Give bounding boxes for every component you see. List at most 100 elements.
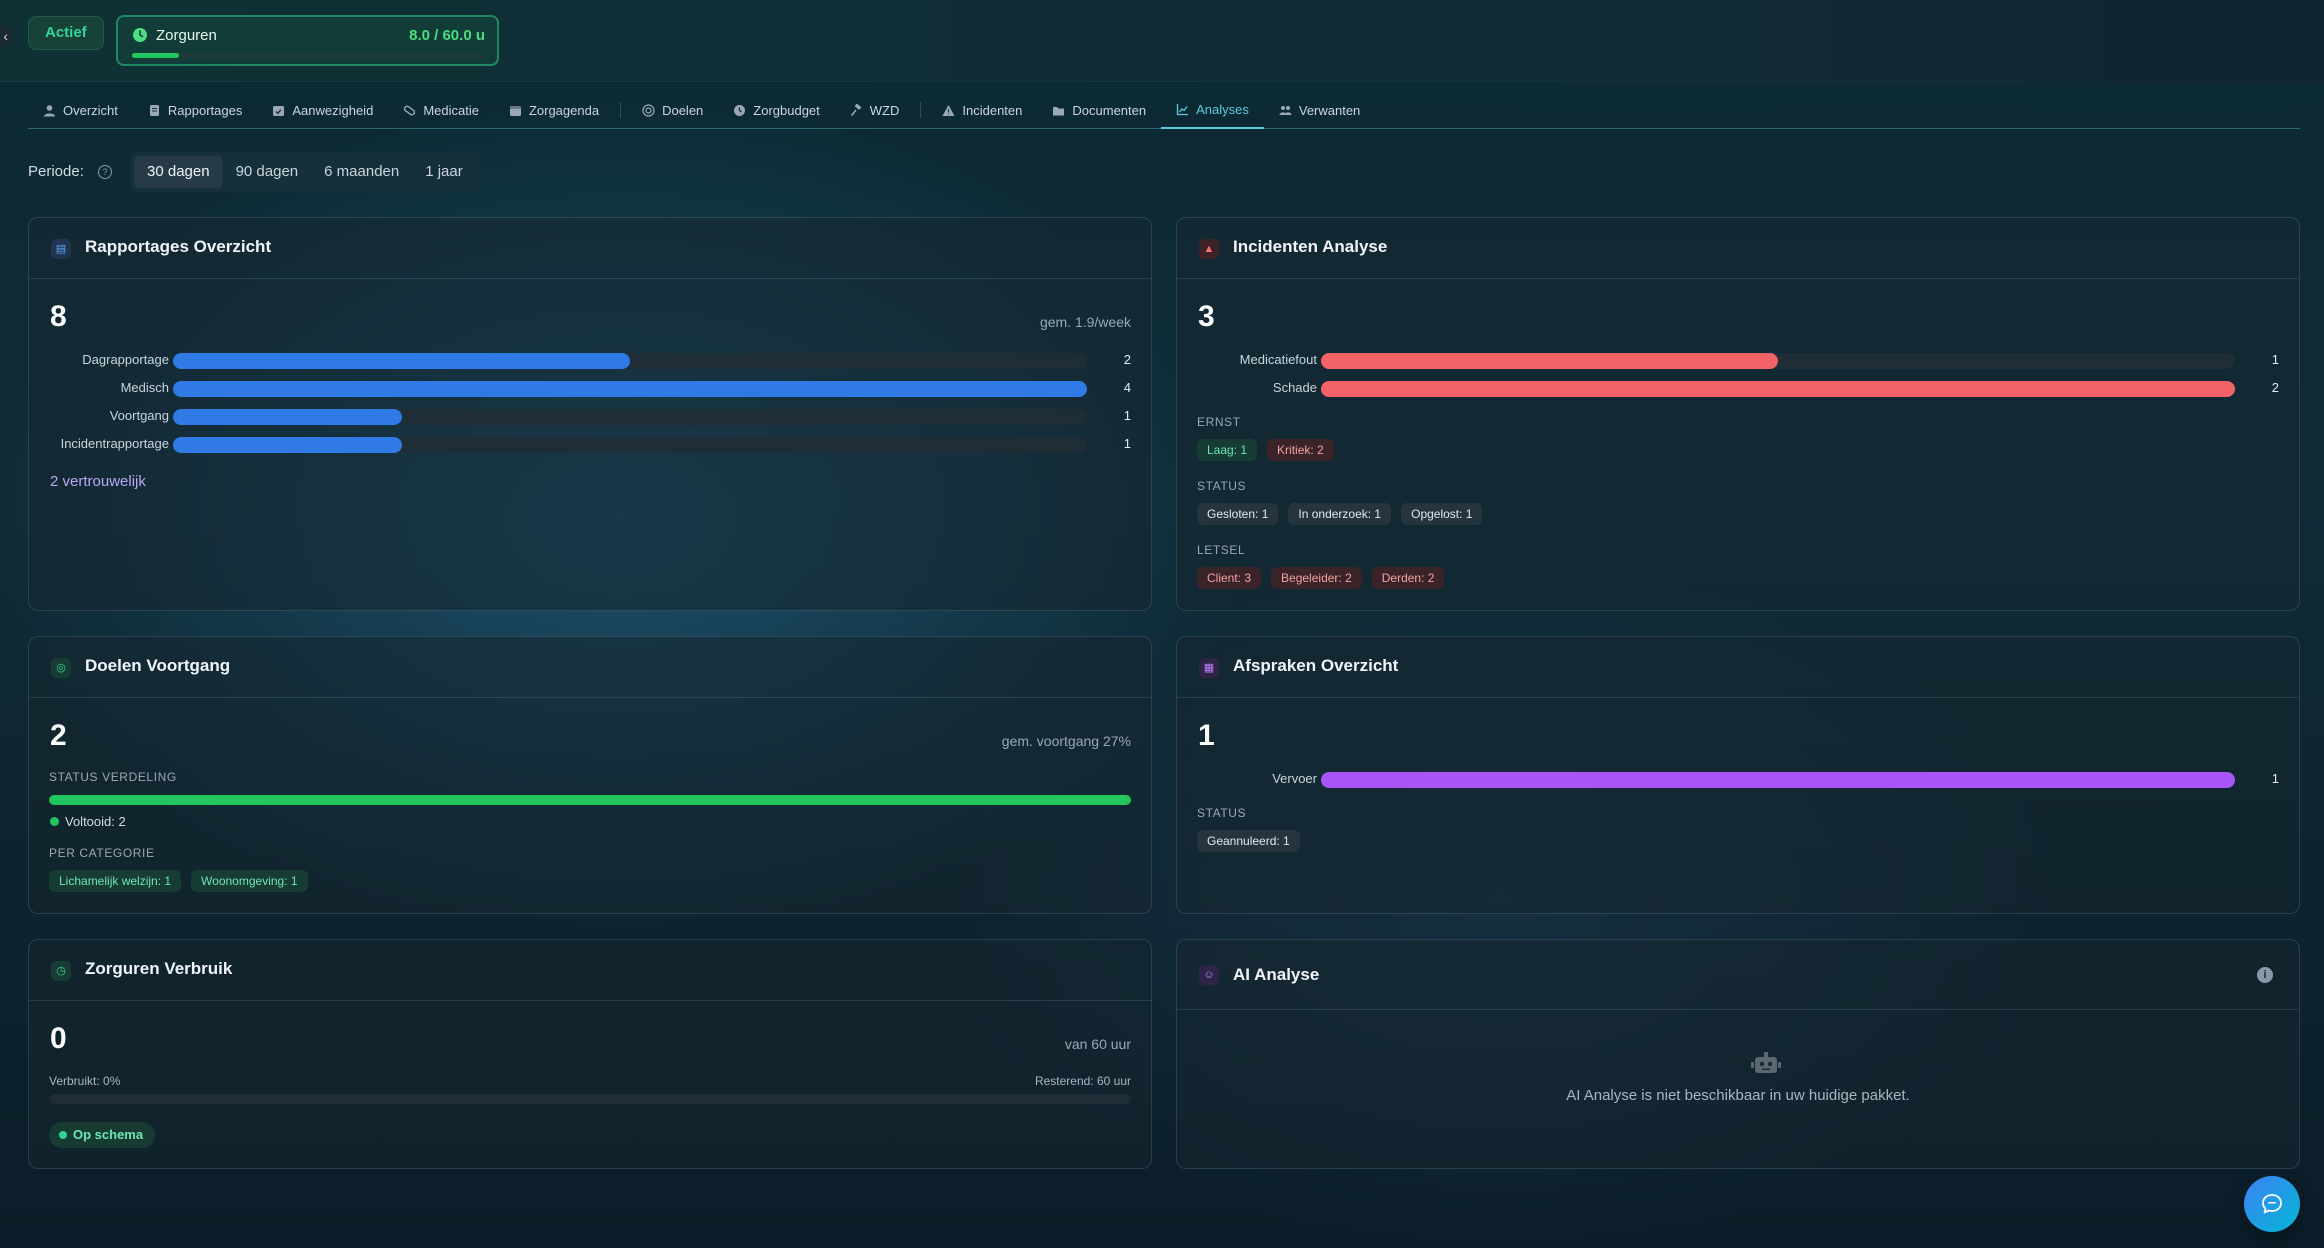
calendar-check-icon — [273, 105, 285, 116]
zorguren-total: 0 — [50, 1022, 67, 1055]
tab-label: Aanwezigheid — [292, 102, 374, 118]
chat-button[interactable] — [2244, 1176, 2300, 1232]
chevron-left-icon[interactable]: ‹ — [0, 24, 14, 48]
tab-medicatie[interactable]: Medicatie — [388, 92, 494, 129]
clock-icon — [133, 28, 147, 42]
tab-overzicht[interactable]: Overzicht — [28, 92, 133, 129]
zorguren-card: ◷ Zorguren Verbruik 0 van 60 uur Verbrui… — [28, 939, 1152, 1169]
bar-label: Vervoer — [1272, 771, 1317, 786]
tab-incidenten[interactable]: Incidenten — [927, 92, 1037, 129]
robot-icon: ☺ — [1199, 965, 1219, 985]
bar-value: 2 — [2271, 380, 2279, 395]
tab-label: Rapportages — [167, 102, 243, 118]
bar-row: Medisch 4 — [29, 379, 1151, 399]
info-icon[interactable]: i — [2257, 967, 2273, 983]
zorguren-remaining-label: Resterend: 60 uur — [1034, 1074, 1131, 1088]
letsel-chips: Client: 3 Begeleider: 2 Derden: 2 — [1197, 567, 1445, 589]
card-title: Doelen Voortgang — [85, 656, 231, 675]
clock-icon — [734, 104, 746, 116]
bar-track — [173, 437, 1087, 453]
status-chip: Gesloten: 1 — [1197, 503, 1279, 525]
zorguren-progress — [132, 53, 485, 58]
warning-icon — [942, 104, 955, 116]
period-label: Periode: — [28, 163, 84, 180]
status-chips: Gesloten: 1 In onderzoek: 1 Opgelost: 1 — [1197, 503, 1483, 525]
bar-track — [173, 381, 1087, 397]
bar-value: 2 — [1123, 352, 1131, 367]
badge-label: Op schema — [73, 1127, 144, 1142]
period-option-30-dagen[interactable]: 30 dagen — [134, 156, 223, 188]
period-option-6-maanden[interactable]: 6 maanden — [324, 163, 400, 180]
bar-fill — [1321, 772, 2235, 788]
letsel-chip: Derden: 2 — [1371, 567, 1445, 589]
status-chip: In onderzoek: 1 — [1288, 503, 1392, 525]
card-title: AI Analyse — [1233, 965, 1320, 984]
card-header: ◷ Zorguren Verbruik — [29, 940, 1151, 1001]
tab-label: Documenten — [1072, 102, 1147, 118]
rapportages-card: ▤ Rapportages Overzicht 8 gem. 1.9/week … — [28, 217, 1152, 611]
schedule-badge: Op schema — [49, 1122, 156, 1148]
ai-analyse-card: ☺ AI Analyse i AI Analyse is niet beschi… — [1176, 939, 2300, 1169]
period-option-1-jaar[interactable]: 1 jaar — [425, 163, 463, 180]
incidenten-total: 3 — [1198, 300, 1215, 333]
bar-label: Dagrapportage — [82, 352, 169, 367]
clock-icon: ◷ — [51, 961, 71, 981]
bar-track — [173, 409, 1087, 425]
tab-zorgagenda[interactable]: Zorgagenda — [494, 92, 614, 129]
bar-label: Medicatiefout — [1239, 352, 1317, 367]
bar-label: Schade — [1272, 380, 1317, 395]
card-header: ◎ Doelen Voortgang — [29, 637, 1151, 698]
bar-track — [1321, 381, 2235, 397]
status-label: STATUS — [1197, 479, 1247, 493]
bar-label: Medisch — [120, 380, 169, 395]
bar-fill — [173, 437, 402, 453]
tab-bar: Overzicht Rapportages Aanwezigheid Medic… — [28, 92, 2300, 129]
status-chip: Geannuleerd: 1 — [1197, 830, 1300, 852]
card-title: Zorguren Verbruik — [85, 959, 233, 978]
tab-zorgbudget[interactable]: Zorgbudget — [718, 92, 835, 129]
category-chip: Lichamelijk welzijn: 1 — [49, 870, 182, 892]
doelen-total: 2 — [50, 719, 67, 752]
category-chips: Lichamelijk welzijn: 1 Woonomgeving: 1 — [49, 870, 308, 892]
document-icon: ▤ — [51, 239, 71, 259]
tab-wzd[interactable]: WZD — [835, 92, 915, 129]
status-chips: Geannuleerd: 1 — [1197, 830, 1300, 852]
bar-value: 1 — [1123, 436, 1131, 451]
period-selector: 30 dagen 90 dagen 6 maanden 1 jaar — [130, 152, 480, 192]
folder-icon — [1053, 106, 1065, 115]
ernst-label: ERNST — [1197, 415, 1241, 429]
bar-fill — [1321, 353, 1778, 369]
tab-analyses[interactable]: Analyses — [1161, 92, 1264, 129]
tab-documenten[interactable]: Documenten — [1037, 92, 1161, 129]
letsel-chip: Client: 3 — [1197, 567, 1262, 589]
tab-aanwezigheid[interactable]: Aanwezigheid — [257, 92, 388, 129]
tab-label: Overzicht — [63, 102, 118, 118]
bar-label: Voortgang — [109, 408, 169, 423]
card-header: ☺ AI Analyse i — [1177, 940, 2299, 1010]
afspraken-total: 1 — [1198, 719, 1215, 752]
zorguren-usage-bar — [49, 1094, 1131, 1104]
chart-icon — [1176, 103, 1189, 115]
bar-value: 1 — [2271, 352, 2279, 367]
doelen-average: gem. voortgang 27% — [1001, 733, 1131, 749]
per-categorie-label: PER CATEGORIE — [49, 846, 155, 860]
tab-rapportages[interactable]: Rapportages — [133, 92, 257, 129]
bar-track — [1321, 353, 2235, 369]
gavel-icon — [850, 103, 861, 116]
tab-label: WZD — [869, 102, 900, 118]
help-icon[interactable]: ? — [98, 165, 112, 179]
tab-doelen[interactable]: Doelen — [627, 92, 718, 129]
period-option-90-dagen[interactable]: 90 dagen — [235, 163, 299, 180]
confidential-link[interactable]: 2 vertrouwelijk — [50, 473, 146, 490]
bar-row: Medicatiefout 1 — [1177, 351, 2299, 371]
calendar-icon: ▦ — [1199, 658, 1219, 678]
user-icon — [44, 104, 55, 116]
bar-track — [1321, 772, 2235, 788]
bar-value: 4 — [1123, 380, 1131, 395]
tab-verwanten[interactable]: Verwanten — [1264, 92, 1375, 129]
tab-label: Zorgbudget — [753, 102, 820, 118]
rapportages-average: gem. 1.9/week — [1039, 314, 1131, 330]
letsel-chip: Begeleider: 2 — [1271, 567, 1362, 589]
bar-value: 1 — [2271, 771, 2279, 786]
doelen-card: ◎ Doelen Voortgang 2 gem. voortgang 27% … — [28, 636, 1152, 914]
